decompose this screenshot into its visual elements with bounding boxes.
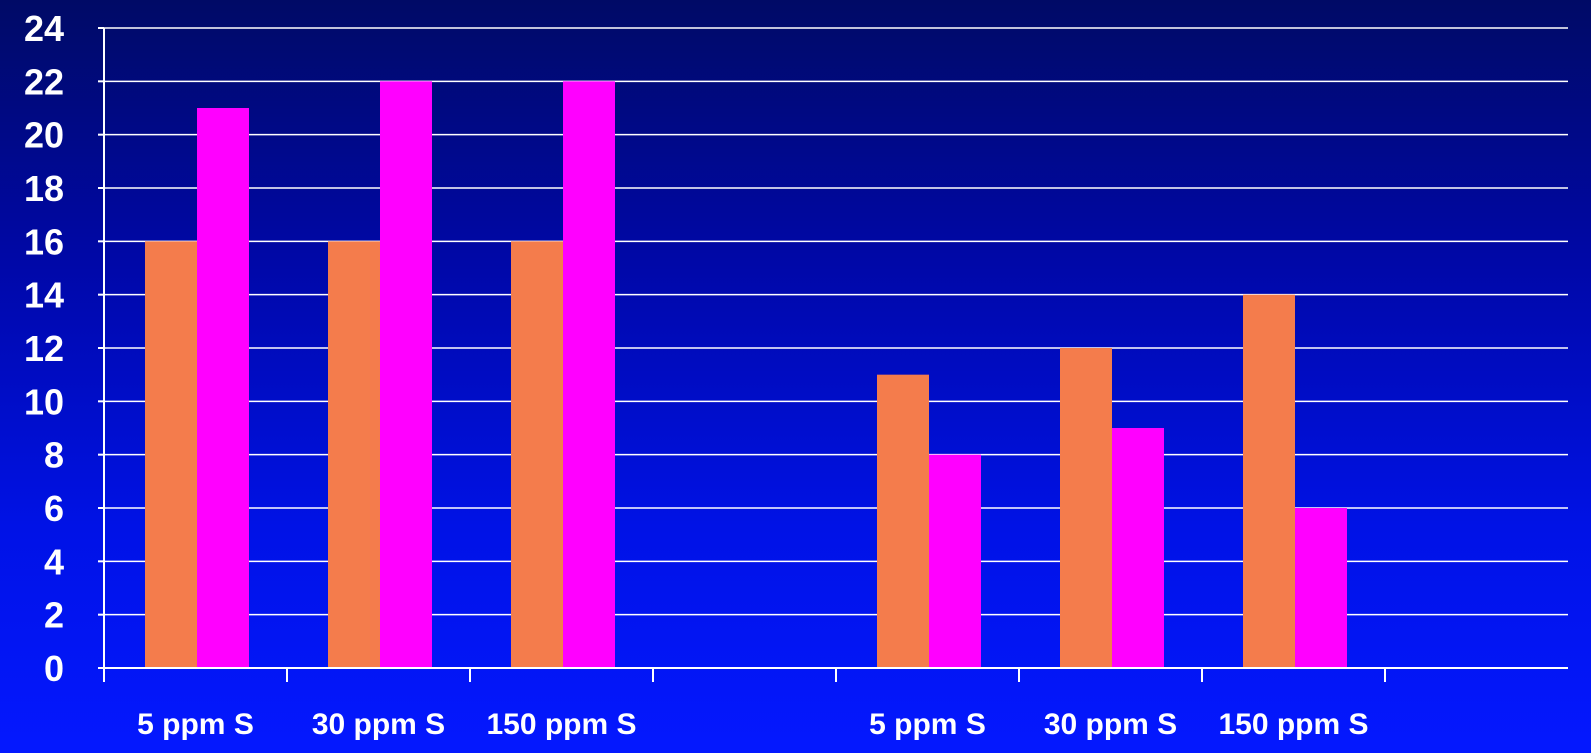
x-tick-label: 5 ppm S	[137, 708, 254, 741]
bar-series-1	[1243, 294, 1295, 668]
x-tick-labels: 5 ppm S 30 ppm S 150 ppm S 5 ppm S 30 ppm S 1…	[137, 708, 1368, 741]
y-tick-label: 22	[24, 61, 64, 102]
y-tick-label: 2	[44, 595, 64, 636]
x-tick-label: 150 ppm S	[1218, 708, 1368, 741]
bar-series-2	[1295, 508, 1347, 668]
bar-series-1	[877, 374, 929, 668]
axes	[98, 27, 1568, 682]
bar-series-1	[511, 241, 563, 669]
y-tick-label: 16	[24, 221, 64, 262]
y-tick-label: 12	[24, 328, 64, 369]
x-tick-label: 30 ppm S	[312, 708, 445, 741]
bars	[145, 81, 1347, 669]
bar-series-2	[929, 454, 981, 668]
bar-series-2	[380, 81, 432, 669]
bar-series-1	[145, 241, 197, 669]
bar-series-2	[197, 108, 249, 668]
x-tick-label: 5 ppm S	[869, 708, 986, 741]
y-tick-label: 10	[24, 381, 64, 422]
x-tick-label: 30 ppm S	[1044, 708, 1177, 741]
y-tick-label: 0	[44, 648, 64, 689]
y-tick-label: 18	[24, 168, 64, 209]
y-tick-label: 8	[44, 435, 64, 476]
gridlines	[104, 27, 1568, 616]
y-tick-label: 14	[24, 275, 64, 316]
y-tick-label: 4	[44, 541, 64, 582]
y-tick-label: 6	[44, 488, 64, 529]
y-tick-label: 24	[24, 8, 64, 49]
bar-series-1	[328, 241, 380, 669]
bar-series-1	[1060, 348, 1112, 668]
bar-series-2	[1112, 428, 1164, 668]
y-tick-label: 20	[24, 115, 64, 156]
bar-series-2	[563, 81, 615, 669]
x-tick-label: 150 ppm S	[486, 708, 636, 741]
